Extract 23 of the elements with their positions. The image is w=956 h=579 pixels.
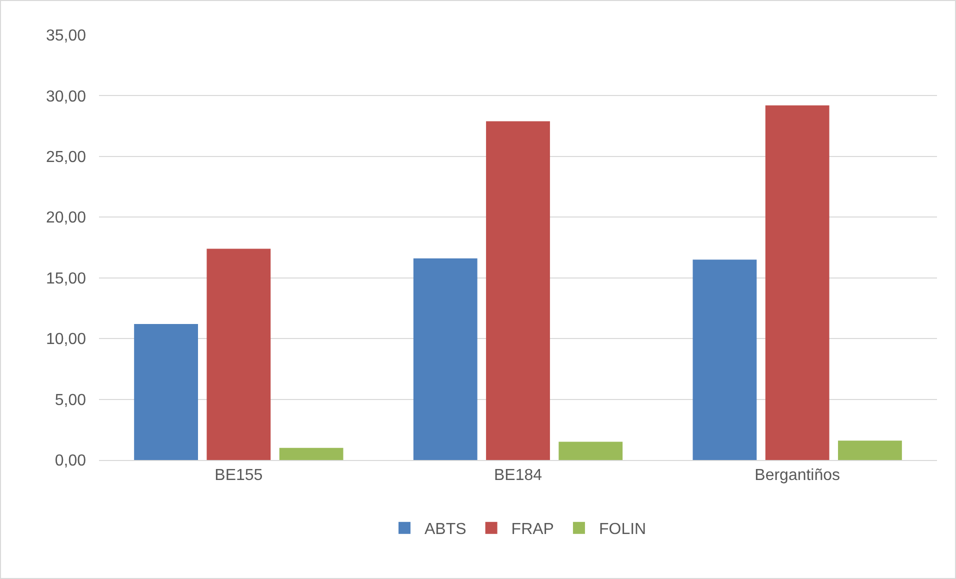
bar (692, 260, 757, 460)
y-tick-label: 15,00 (46, 270, 86, 288)
y-tick-label: 5,00 (54, 392, 86, 409)
y-tick-label: 35,00 (46, 28, 86, 45)
legend-label: FRAP (511, 521, 554, 538)
bar (838, 440, 902, 460)
bar (558, 442, 623, 460)
bar (279, 448, 344, 460)
y-tick-label: 20,00 (46, 210, 86, 227)
legend-label: FOLIN (598, 521, 646, 538)
x-tick-label: Bergantiños (754, 467, 840, 484)
y-tick-label: 0,00 (54, 452, 86, 470)
y-tick-label: 25,00 (46, 149, 86, 166)
x-tick-label: BE155 (214, 467, 263, 484)
x-tick-label: BE184 (494, 467, 542, 484)
bar (134, 324, 198, 460)
bar (206, 248, 271, 460)
bar (486, 121, 550, 460)
bar (765, 105, 830, 460)
bar (413, 258, 478, 460)
legend-label: ABTS (424, 521, 466, 538)
y-tick-label: 30,00 (46, 88, 86, 106)
y-tick-label: 10,00 (46, 331, 86, 348)
